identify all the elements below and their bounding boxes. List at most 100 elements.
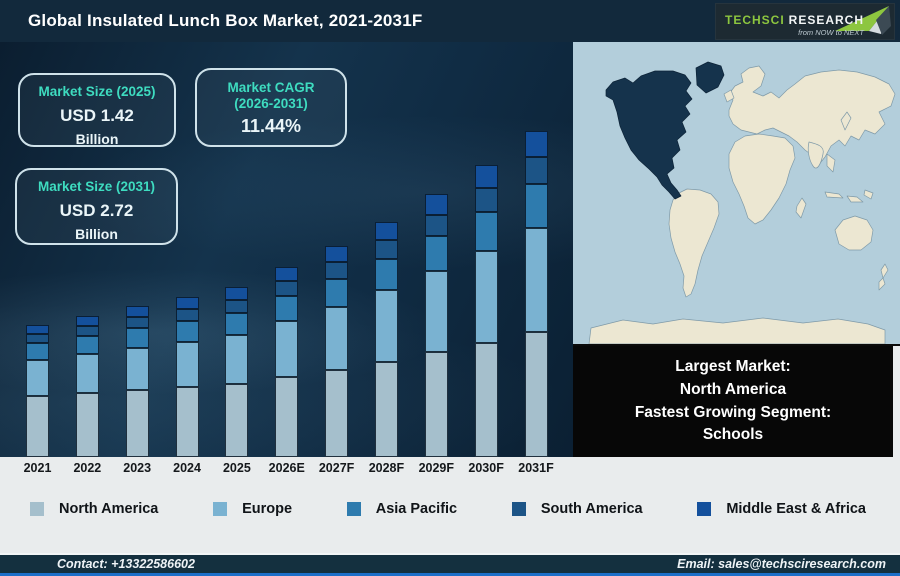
bar-segment-north-america bbox=[325, 370, 349, 457]
bar-2029F bbox=[424, 194, 448, 457]
legend-swatch-icon bbox=[30, 502, 44, 516]
legend-swatch-icon bbox=[511, 502, 526, 516]
bar-2023 bbox=[125, 306, 149, 457]
bar-segment-asia-pacific bbox=[125, 328, 149, 348]
stat-value: USD 2.72 bbox=[59, 200, 134, 220]
stat-value: USD 1.42 bbox=[60, 105, 134, 125]
stacked-bar-chart bbox=[0, 42, 573, 457]
bar-2022 bbox=[75, 316, 99, 457]
bar-2030F bbox=[474, 165, 498, 457]
right-column: Largest Market: North America Fastest Gr… bbox=[573, 42, 900, 457]
callout-line-4: Schools bbox=[702, 426, 764, 444]
legend-swatch-icon bbox=[697, 502, 712, 516]
bar-segment-europe bbox=[374, 290, 398, 362]
bar-segment-europe bbox=[26, 360, 49, 396]
bar-segment-south-america bbox=[225, 300, 249, 313]
bar-segment-south-america bbox=[175, 309, 199, 321]
bar-segment-europe bbox=[474, 251, 498, 343]
legend-label: Middle East & Africa bbox=[726, 501, 866, 517]
legend-swatch-icon bbox=[213, 502, 228, 516]
bar-segment-north-america bbox=[26, 396, 49, 457]
x-axis-label-2022: 2022 bbox=[73, 461, 102, 475]
bar-2027F bbox=[325, 246, 349, 457]
bar-segment-south-america bbox=[275, 281, 299, 296]
bar-segment-middle-east-africa bbox=[474, 165, 498, 188]
bar-segment-asia-pacific bbox=[26, 343, 49, 360]
page-title: Global Insulated Lunch Box Market, 2021-… bbox=[28, 11, 423, 30]
bar-segment-europe bbox=[175, 342, 199, 387]
legend-label: South America bbox=[540, 501, 643, 517]
callout-line-2: North America bbox=[679, 380, 787, 398]
bar-segment-south-america bbox=[75, 326, 99, 336]
stat-box-market-cagr: Market CAGR (2026-2031) 11.44% bbox=[195, 68, 347, 147]
bar-segment-south-america bbox=[374, 240, 398, 259]
bar-segment-europe bbox=[125, 348, 149, 390]
bar-2025 bbox=[225, 287, 249, 457]
techsci-logo: TechSci Research from NOW to NEXT bbox=[715, 3, 895, 40]
stat-box-market-size-2031: Market Size (2031) USD 2.72 Billion bbox=[15, 168, 178, 245]
legend-label: Europe bbox=[242, 501, 293, 517]
bar-segment-north-america bbox=[474, 343, 498, 457]
bar-segment-asia-pacific bbox=[275, 296, 299, 321]
x-axis-label-2028F: 2028F bbox=[368, 461, 405, 475]
x-axis-label-2023: 2023 bbox=[123, 461, 152, 475]
bar-segment-europe bbox=[524, 228, 548, 332]
bar-segment-asia-pacific bbox=[75, 336, 99, 354]
bar-segment-north-america bbox=[225, 384, 249, 457]
bar-segment-south-america bbox=[424, 215, 448, 236]
bar-segment-south-america bbox=[325, 262, 349, 279]
bar-segment-europe bbox=[275, 321, 299, 377]
footer-email: Email: sales@techsciresearch.com bbox=[677, 557, 886, 571]
bar-2024 bbox=[175, 297, 199, 457]
x-axis-label-2030F: 2030F bbox=[468, 461, 504, 475]
x-axis-label-2026E: 2026E bbox=[268, 461, 305, 475]
bar-segment-north-america bbox=[275, 377, 299, 457]
stat-unit: Billion bbox=[75, 225, 118, 242]
x-axis-label-2029F: 2029F bbox=[418, 461, 455, 475]
bar-segment-south-america bbox=[26, 334, 49, 343]
bar-segment-asia-pacific bbox=[225, 313, 249, 335]
legend-label: Asia Pacific bbox=[375, 501, 458, 517]
stat-box-market-size-2025: Market Size (2025) USD 1.42 Billion bbox=[18, 73, 176, 147]
bar-segment-middle-east-africa bbox=[275, 267, 299, 281]
legend-label: North America bbox=[59, 501, 159, 517]
bar-segment-south-america bbox=[524, 157, 548, 184]
bar-2031F bbox=[524, 131, 548, 457]
bar-segment-middle-east-africa bbox=[175, 297, 199, 309]
stat-label: Market Size (2025) bbox=[38, 84, 156, 99]
legend-item-south-america: South America bbox=[511, 501, 643, 517]
logo-brand-primary: TechSci bbox=[725, 12, 785, 27]
bar-2021 bbox=[26, 325, 49, 457]
largest-market-callout: Largest Market: North America Fastest Gr… bbox=[573, 346, 893, 457]
bar-segment-middle-east-africa bbox=[325, 246, 349, 262]
axis-and-legend-band: 2021 2022 2023 2024 2025 2026E 2027F 2028F 2029F… bbox=[0, 457, 900, 553]
x-axis-label-2025: 2025 bbox=[222, 461, 251, 475]
x-axis-label-2024: 2024 bbox=[173, 461, 201, 475]
stat-label-line1: Market CAGR bbox=[227, 80, 315, 95]
bar-2026E bbox=[275, 267, 299, 457]
legend-swatch-icon bbox=[346, 502, 361, 516]
bar-segment-north-america bbox=[75, 393, 99, 457]
stat-label-line2: (2026-2031) bbox=[234, 95, 308, 111]
callout-line-3: Fastest Growing Segment: bbox=[634, 403, 832, 421]
bar-segment-middle-east-africa bbox=[225, 287, 249, 300]
bar-segment-europe bbox=[75, 354, 99, 393]
bar-segment-south-america bbox=[474, 188, 498, 212]
x-axis-label-2031F: 2031F bbox=[518, 461, 554, 475]
world-map bbox=[573, 42, 900, 346]
bar-segment-europe bbox=[424, 271, 448, 352]
bar-segment-middle-east-africa bbox=[75, 316, 99, 326]
bar-segment-middle-east-africa bbox=[125, 306, 149, 317]
bar-segment-europe bbox=[325, 307, 349, 370]
bar-segment-middle-east-africa bbox=[424, 194, 448, 215]
bar-segment-north-america bbox=[175, 387, 199, 457]
logo-tagline: from NOW to NEXT bbox=[798, 27, 865, 37]
bar-segment-middle-east-africa bbox=[374, 222, 398, 240]
legend-item-europe: Europe bbox=[213, 501, 292, 517]
logo-text: TechSci Research from NOW to NEXT bbox=[725, 14, 864, 37]
legend-item-middle-east-africa: Middle East & Africa bbox=[697, 501, 866, 517]
bar-segment-asia-pacific bbox=[424, 236, 448, 271]
map-land bbox=[588, 65, 896, 344]
chart-legend: North America Europe Asia Pacific South Ame… bbox=[0, 501, 900, 517]
techsci-arrow-icon bbox=[835, 6, 891, 35]
